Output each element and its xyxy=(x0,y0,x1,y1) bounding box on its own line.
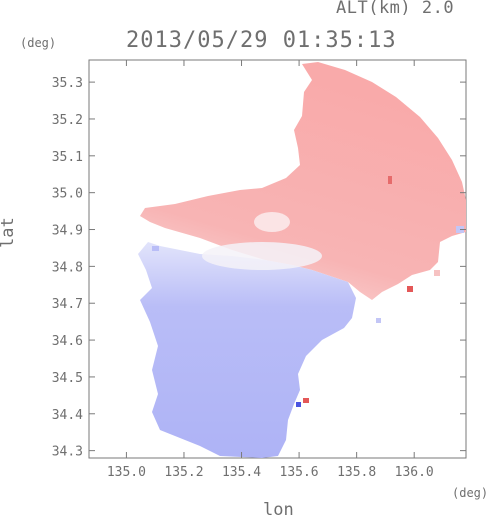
axis-ticks: 135.0 135.2 135.4 135.6 135.8 136.0 35.3 35.2 35… xyxy=(52,60,466,480)
altitude-label: ALT(km) 2.0 xyxy=(336,0,455,18)
y-tick-label: 35.3 xyxy=(52,76,83,91)
timestamp: 2013/05/29 01:35:13 xyxy=(126,28,397,53)
radar-center-glow xyxy=(254,212,290,232)
x-axis-unit: (deg) xyxy=(452,486,489,500)
x-tick-label: 136.0 xyxy=(395,465,434,480)
x-axis-title: lon xyxy=(263,500,294,520)
echo-speckle xyxy=(152,246,159,251)
x-tick-label: 135.6 xyxy=(280,465,319,480)
y-tick-label: 35.0 xyxy=(52,187,83,202)
plot-frame xyxy=(88,59,467,459)
echo-speckle xyxy=(434,270,440,276)
echo-speckle xyxy=(407,286,413,292)
echo-speckle xyxy=(296,402,301,407)
y-tick-label: 35.1 xyxy=(52,150,83,165)
radar-center-glow xyxy=(202,242,322,270)
echo-speckle xyxy=(303,398,309,403)
y-tick-label: 34.5 xyxy=(52,371,83,386)
y-axis-unit: (deg) xyxy=(20,36,57,50)
x-tick-label: 135.0 xyxy=(107,465,146,480)
x-tick-label: 135.4 xyxy=(222,465,261,480)
receding-echo-region xyxy=(140,62,466,300)
y-tick-label: 34.7 xyxy=(52,297,83,312)
echo-speckle xyxy=(376,318,381,323)
y-tick-label: 34.6 xyxy=(52,334,83,349)
y-tick-label: 34.3 xyxy=(52,445,83,460)
x-tick-label: 135.2 xyxy=(164,465,203,480)
approaching-echo-region xyxy=(138,242,356,458)
y-tick-label: 34.9 xyxy=(52,224,83,239)
y-tick-label: 35.2 xyxy=(52,113,83,128)
echo-speckle xyxy=(388,176,392,184)
y-tick-label: 34.4 xyxy=(52,408,83,423)
x-tick-label: 135.8 xyxy=(337,465,376,480)
y-tick-label: 34.8 xyxy=(52,260,83,275)
